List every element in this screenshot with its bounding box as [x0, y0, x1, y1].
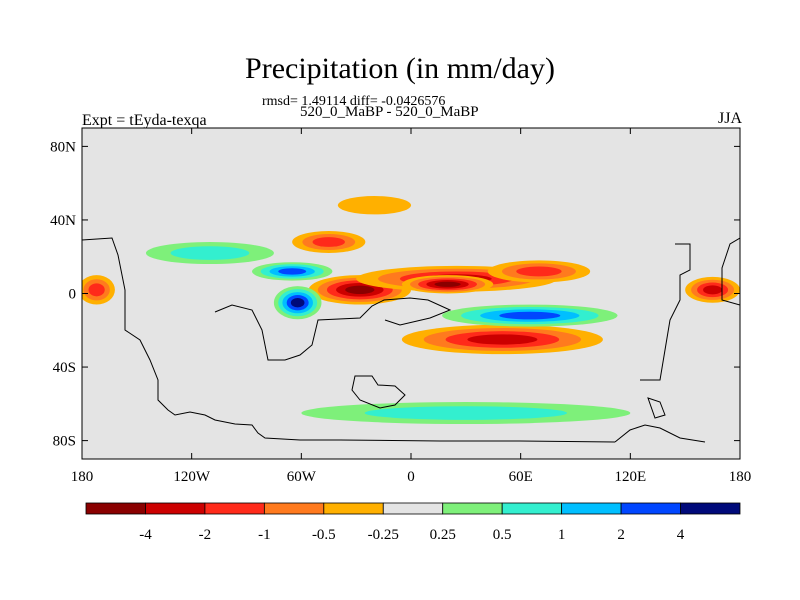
colorbar-box: [323, 502, 384, 515]
field-indian-ocean-wet: [442, 304, 618, 327]
y-tick-label: 40S: [53, 360, 76, 376]
north-atlantic-dry-contour-2: [312, 237, 345, 247]
colorbar-box: [620, 502, 681, 515]
indian-ocean-wet-contour-3: [499, 311, 561, 320]
left-string: Expt = tEyda-texqa: [82, 112, 207, 129]
coastline-atlantic-islands: [351, 375, 406, 409]
x-tick-label: 60E: [509, 469, 533, 485]
field-africa-dry-core: [401, 275, 494, 294]
x-axis: 180 120W 60W 0 60E 120E 180: [71, 128, 752, 485]
colorbar-label: -4: [139, 527, 152, 543]
southern-ocean-wet-contour-1: [364, 406, 568, 420]
pacific-east-dry-contour-2: [88, 283, 105, 297]
field-north-pacific-wet: [145, 242, 274, 265]
colorbar-label: -1: [258, 527, 271, 543]
experiment-line: 520_0_MaBP - 520_0_MaBP: [300, 104, 479, 120]
colorbar-box: [204, 502, 265, 515]
field-west-pacific-dry: [685, 276, 740, 303]
x-tick-label: 120E: [614, 469, 646, 485]
amazon-wet-contour-4: [290, 297, 305, 308]
south-indian-dry-contour-3: [467, 334, 538, 345]
colorbar-label: 1: [558, 527, 566, 543]
colorbar-box: [382, 502, 444, 515]
colorbar-label: 0.25: [430, 527, 456, 543]
coastline-africa: [214, 297, 452, 361]
north-sub-dry-contour-0: [337, 196, 412, 215]
colorbar-box: [680, 502, 741, 515]
anomaly-field-layer: [82, 196, 740, 425]
season-label: JJA: [717, 110, 742, 127]
africa-dry-core-contour-4: [434, 281, 461, 287]
colorbar-label: -0.25: [368, 527, 399, 543]
field-north-sub-dry: [337, 196, 412, 215]
field-caribbean-wet: [251, 262, 333, 281]
colorbar-box: [561, 502, 622, 515]
field-south-indian-dry: [401, 324, 603, 355]
caribbean-wet-contour-3: [278, 268, 307, 275]
coastline-pacific-east: [640, 237, 740, 381]
y-tick-label: 80N: [50, 139, 76, 155]
field-amazon-wet: [273, 286, 322, 320]
colorbar-box: [85, 502, 146, 515]
colorbar: -4 -2 -1 -0.5 -0.25 0.25 0.5 1 2 4: [85, 502, 741, 543]
x-tick-label: 180: [729, 469, 752, 485]
x-tick-label: 60W: [287, 469, 317, 485]
colorbar-label: -2: [199, 527, 212, 543]
y-tick-label: 80S: [53, 434, 76, 450]
stats-line: rmsd= 1.49114 diff= -0.0426576: [262, 94, 446, 109]
colorbar-box: [263, 502, 325, 515]
west-pacific-dry-contour-3: [703, 285, 723, 295]
coastline-asia-east: [614, 397, 706, 443]
colorbar-box: [145, 502, 206, 515]
field-indian-ocean-dry-north: [487, 260, 591, 283]
x-tick-label: 180: [71, 469, 94, 485]
x-tick-label: 120W: [173, 469, 211, 485]
colorbar-box: [501, 502, 563, 515]
colorbar-label: 2: [617, 527, 625, 543]
y-tick-label: 40N: [50, 213, 76, 229]
chart-title: Precipitation (in mm/day): [245, 52, 555, 85]
colorbar-box: [442, 502, 503, 515]
y-tick-label: 0: [69, 287, 77, 303]
equatorial-atlantic-dry-contour-4: [345, 285, 375, 295]
colorbar-label: 0.5: [493, 527, 512, 543]
coastline-layer: [82, 237, 740, 443]
y-axis: 80N 40N 0 40S 80S: [50, 139, 740, 450]
coastline-americas: [82, 237, 616, 443]
field-north-atlantic-dry: [292, 231, 366, 254]
north-pacific-wet-contour-1: [170, 246, 250, 260]
field-southern-ocean-wet: [301, 402, 631, 425]
field-pacific-east-dry: [82, 275, 115, 305]
indian-ocean-dry-north-contour-2: [516, 266, 562, 277]
colorbar-label: -0.5: [312, 527, 336, 543]
colorbar-label: 4: [677, 527, 685, 543]
x-tick-label: 0: [407, 469, 415, 485]
